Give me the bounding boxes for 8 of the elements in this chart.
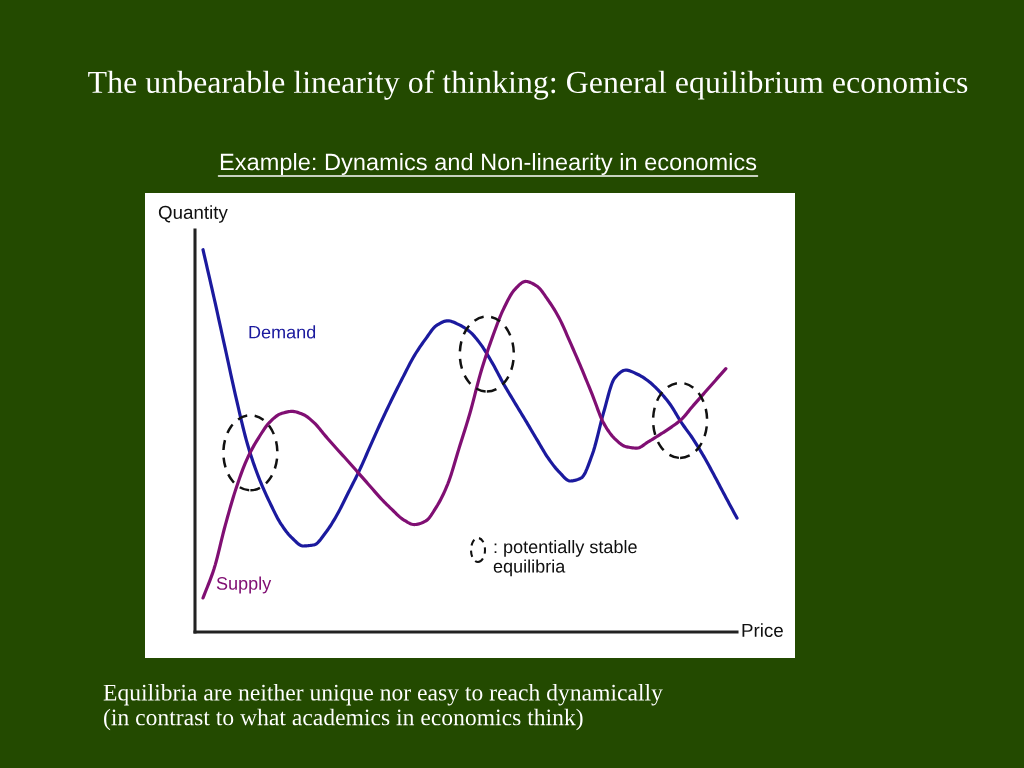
text: Equilibria are neither unique nor easy to reach dynamically (in contrast to what academics in economics think) <box>103 684 663 731</box>
series-label: Supply <box>216 576 272 594</box>
series-label: Demand <box>249 325 316 339</box>
annotation: : potentially stable equilibria <box>493 540 637 577</box>
y-axis-title: Quantity <box>158 205 228 223</box>
x-axis-title: Price <box>742 623 783 638</box>
chart-subtitle: Example: Dynamics and Non-linearity in economics <box>220 153 757 175</box>
chart-title: The unbearable linearity of thinking: General equilibrium economics <box>88 70 968 100</box>
